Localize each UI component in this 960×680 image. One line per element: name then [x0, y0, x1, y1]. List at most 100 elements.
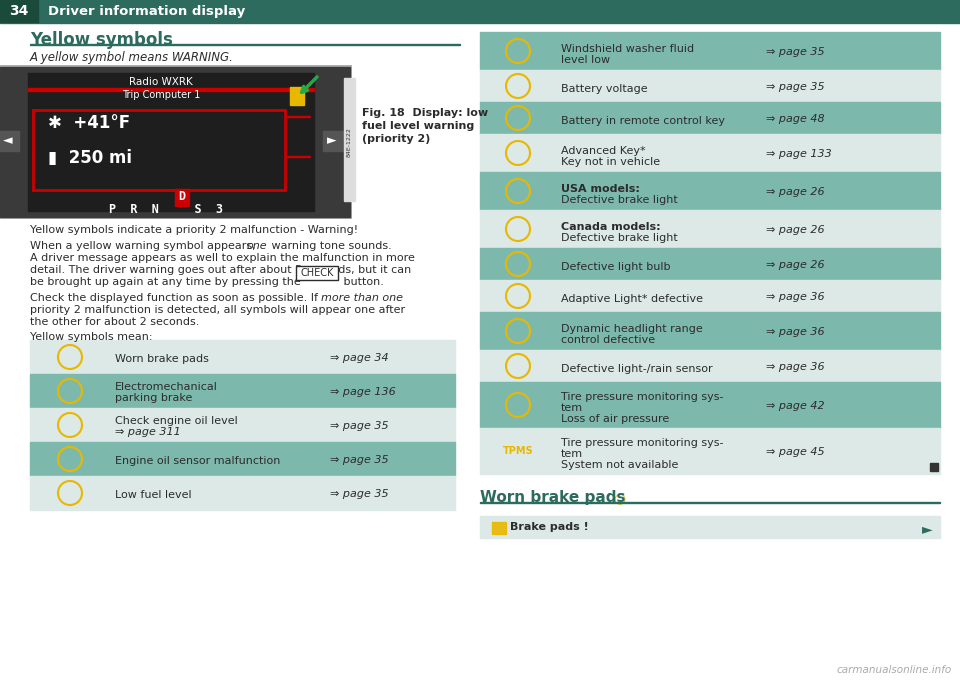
Text: ⇒ page 35: ⇒ page 35 [766, 47, 825, 57]
Bar [492, 522, 506, 534]
Bar [0, 0, 960, 22]
Bar [480, 312, 940, 350]
Text: USA models:: USA models: [561, 184, 640, 194]
Bar [480, 248, 940, 280]
Bar [28, 88, 314, 91]
Text: Defective light-/rain sensor: Defective light-/rain sensor [561, 364, 712, 374]
Text: Radio WXRK: Radio WXRK [130, 77, 193, 87]
Text: ⇒ page 36: ⇒ page 36 [766, 292, 825, 302]
Text: Defective light bulb: Defective light bulb [561, 262, 670, 272]
Text: ◄: ◄ [3, 135, 12, 148]
Text: Check engine oil level: Check engine oil level [115, 416, 238, 426]
Text: Worn brake pads: Worn brake pads [480, 490, 626, 505]
Text: When a yellow warning symbol appears,: When a yellow warning symbol appears, [30, 241, 259, 251]
Bar [30, 44, 460, 45]
FancyBboxPatch shape [296, 266, 338, 280]
Text: ⇒ page 26: ⇒ page 26 [766, 187, 825, 197]
Text: ⇒ page 133: ⇒ page 133 [766, 149, 831, 159]
Text: Tire pressure monitoring sys-: Tire pressure monitoring sys- [561, 438, 724, 448]
Bar [344, 78, 355, 201]
Text: ●: ● [60, 449, 80, 469]
Text: the other for about 2 seconds.: the other for about 2 seconds. [30, 317, 200, 327]
Text: ►: ► [327, 135, 337, 148]
Text: ▮  250 mi: ▮ 250 mi [48, 149, 132, 167]
Text: Loss of air pressure: Loss of air pressure [561, 414, 669, 424]
Text: A yellow symbol means WARNING.: A yellow symbol means WARNING. [30, 51, 234, 64]
Text: Low fuel level: Low fuel level [115, 490, 192, 500]
Text: ●: ● [60, 415, 80, 435]
Bar [28, 73, 314, 211]
Bar [32, 156, 310, 157]
Text: Battery voltage: Battery voltage [561, 84, 648, 94]
Text: ⇒ page 36: ⇒ page 36 [766, 327, 825, 337]
Text: ⇒ page 34: ⇒ page 34 [330, 353, 389, 363]
Text: be brought up again at any time by pressing the: be brought up again at any time by press… [30, 277, 304, 287]
Text: Defective brake light: Defective brake light [561, 195, 678, 205]
Text: D: D [179, 190, 185, 203]
Text: Defective brake light: Defective brake light [561, 233, 678, 243]
Bar [30, 476, 455, 510]
Bar [480, 70, 940, 102]
Bar [0, 22, 960, 23]
Text: A driver message appears as well to explain the malfunction in more: A driver message appears as well to expl… [30, 253, 415, 263]
Text: Driver information display: Driver information display [48, 5, 245, 18]
Text: ⇒ page 35: ⇒ page 35 [330, 489, 389, 499]
Text: more than one: more than one [321, 293, 403, 303]
Text: Electromechanical: Electromechanical [115, 382, 218, 392]
Text: Yellow symbols mean:: Yellow symbols mean: [30, 332, 153, 342]
Text: TPMS: TPMS [503, 446, 534, 456]
Bar [480, 382, 940, 428]
Text: ●: ● [60, 381, 80, 401]
Text: Tire pressure monitoring sys-: Tire pressure monitoring sys- [561, 392, 724, 402]
Text: tem: tem [561, 449, 583, 459]
Text: ○: ○ [613, 491, 625, 505]
Text: Key not in vehicle: Key not in vehicle [561, 157, 660, 167]
Text: fuel level warning: fuel level warning [362, 121, 474, 131]
Bar [30, 374, 455, 408]
Text: Check the displayed function as soon as possible. If: Check the displayed function as soon as … [30, 293, 322, 303]
Text: ⇒ page 45: ⇒ page 45 [766, 447, 825, 457]
Bar [480, 172, 940, 210]
Text: tem: tem [561, 403, 583, 413]
Bar [30, 442, 455, 476]
Text: Canada models:: Canada models: [561, 222, 660, 232]
Bar [480, 210, 940, 248]
Text: 84E-1222: 84E-1222 [347, 127, 352, 157]
Bar [480, 502, 940, 503]
Bar [480, 516, 940, 538]
Bar [175, 189, 189, 206]
Text: level low: level low [561, 55, 611, 65]
Text: Fig. 18  Display: low: Fig. 18 Display: low [362, 108, 488, 118]
Text: 34: 34 [10, 4, 29, 18]
Text: ⇒ page 35: ⇒ page 35 [766, 82, 825, 92]
Text: Worn brake pads: Worn brake pads [115, 354, 209, 364]
Text: Dynamic headlight range: Dynamic headlight range [561, 324, 703, 334]
Text: parking brake: parking brake [115, 393, 192, 403]
Text: ►: ► [922, 522, 932, 536]
Text: Advanced Key*: Advanced Key* [561, 146, 646, 156]
Text: ⇒ page 26: ⇒ page 26 [766, 260, 825, 270]
Bar [930, 463, 938, 471]
Text: control defective: control defective [561, 335, 655, 345]
Text: ⇒ page 35: ⇒ page 35 [330, 455, 389, 465]
Text: detail. The driver warning goes out after about 5 seconds, but it can: detail. The driver warning goes out afte… [30, 265, 411, 275]
Bar [0, 67, 350, 217]
Bar [480, 32, 940, 70]
Text: ⇒ page 42: ⇒ page 42 [766, 401, 825, 411]
Text: ●: ● [60, 483, 80, 503]
Bar [480, 350, 940, 382]
FancyBboxPatch shape [0, 131, 19, 151]
Text: (priority 2): (priority 2) [362, 134, 430, 144]
Text: priority 2 malfunction is detected, all symbols will appear one after: priority 2 malfunction is detected, all … [30, 305, 405, 315]
FancyBboxPatch shape [33, 110, 285, 190]
Bar [32, 116, 310, 117]
Text: ●: ● [60, 347, 80, 367]
Text: ⇒ page 36: ⇒ page 36 [766, 362, 825, 372]
Text: Yellow symbols: Yellow symbols [30, 31, 173, 49]
Text: ⇒ page 35: ⇒ page 35 [330, 421, 389, 431]
Bar [480, 134, 940, 172]
Text: ⇒ page 48: ⇒ page 48 [766, 114, 825, 124]
Bar [290, 87, 304, 105]
Text: button.: button. [340, 277, 384, 287]
Bar [480, 428, 940, 474]
